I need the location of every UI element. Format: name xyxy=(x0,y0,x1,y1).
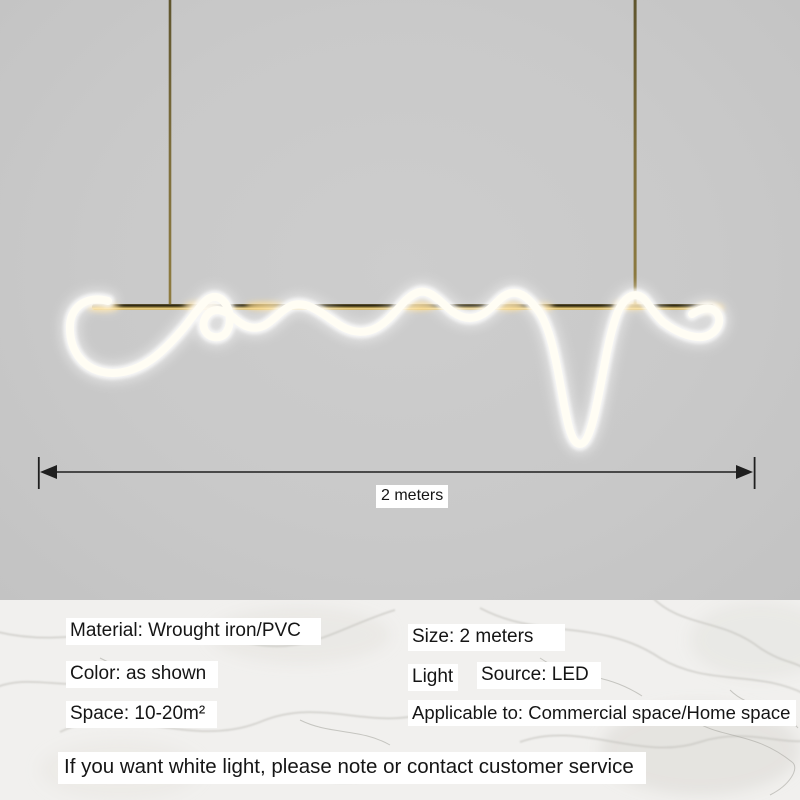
pendant-lamp-illustration xyxy=(37,0,756,489)
arrow-left-icon xyxy=(40,465,57,479)
suspension-rod-right xyxy=(633,0,637,308)
spec-material: Material: Wrought iron/PVC xyxy=(66,618,321,645)
spec-size: Size: 2 meters xyxy=(408,624,566,651)
lamp-scene: 2 meters xyxy=(0,0,800,600)
dimension-arrow xyxy=(37,457,756,489)
spec-light-source: Source: LED xyxy=(477,662,601,689)
spec-applicable: Applicable to: Commercial space/Home spa… xyxy=(408,700,797,727)
spec-color: Color: as shown xyxy=(66,661,219,688)
spec-space: Space: 10-20m² xyxy=(66,701,218,728)
arrow-right-icon xyxy=(736,465,753,479)
notice-banner: If you want white light, please note or … xyxy=(58,752,646,784)
suspension-rod-left xyxy=(168,0,172,305)
led-rope xyxy=(59,280,731,455)
led-rope-core xyxy=(65,287,724,448)
spec-light-word: Light xyxy=(408,664,459,691)
dimension-label: 2 meters xyxy=(376,485,449,508)
